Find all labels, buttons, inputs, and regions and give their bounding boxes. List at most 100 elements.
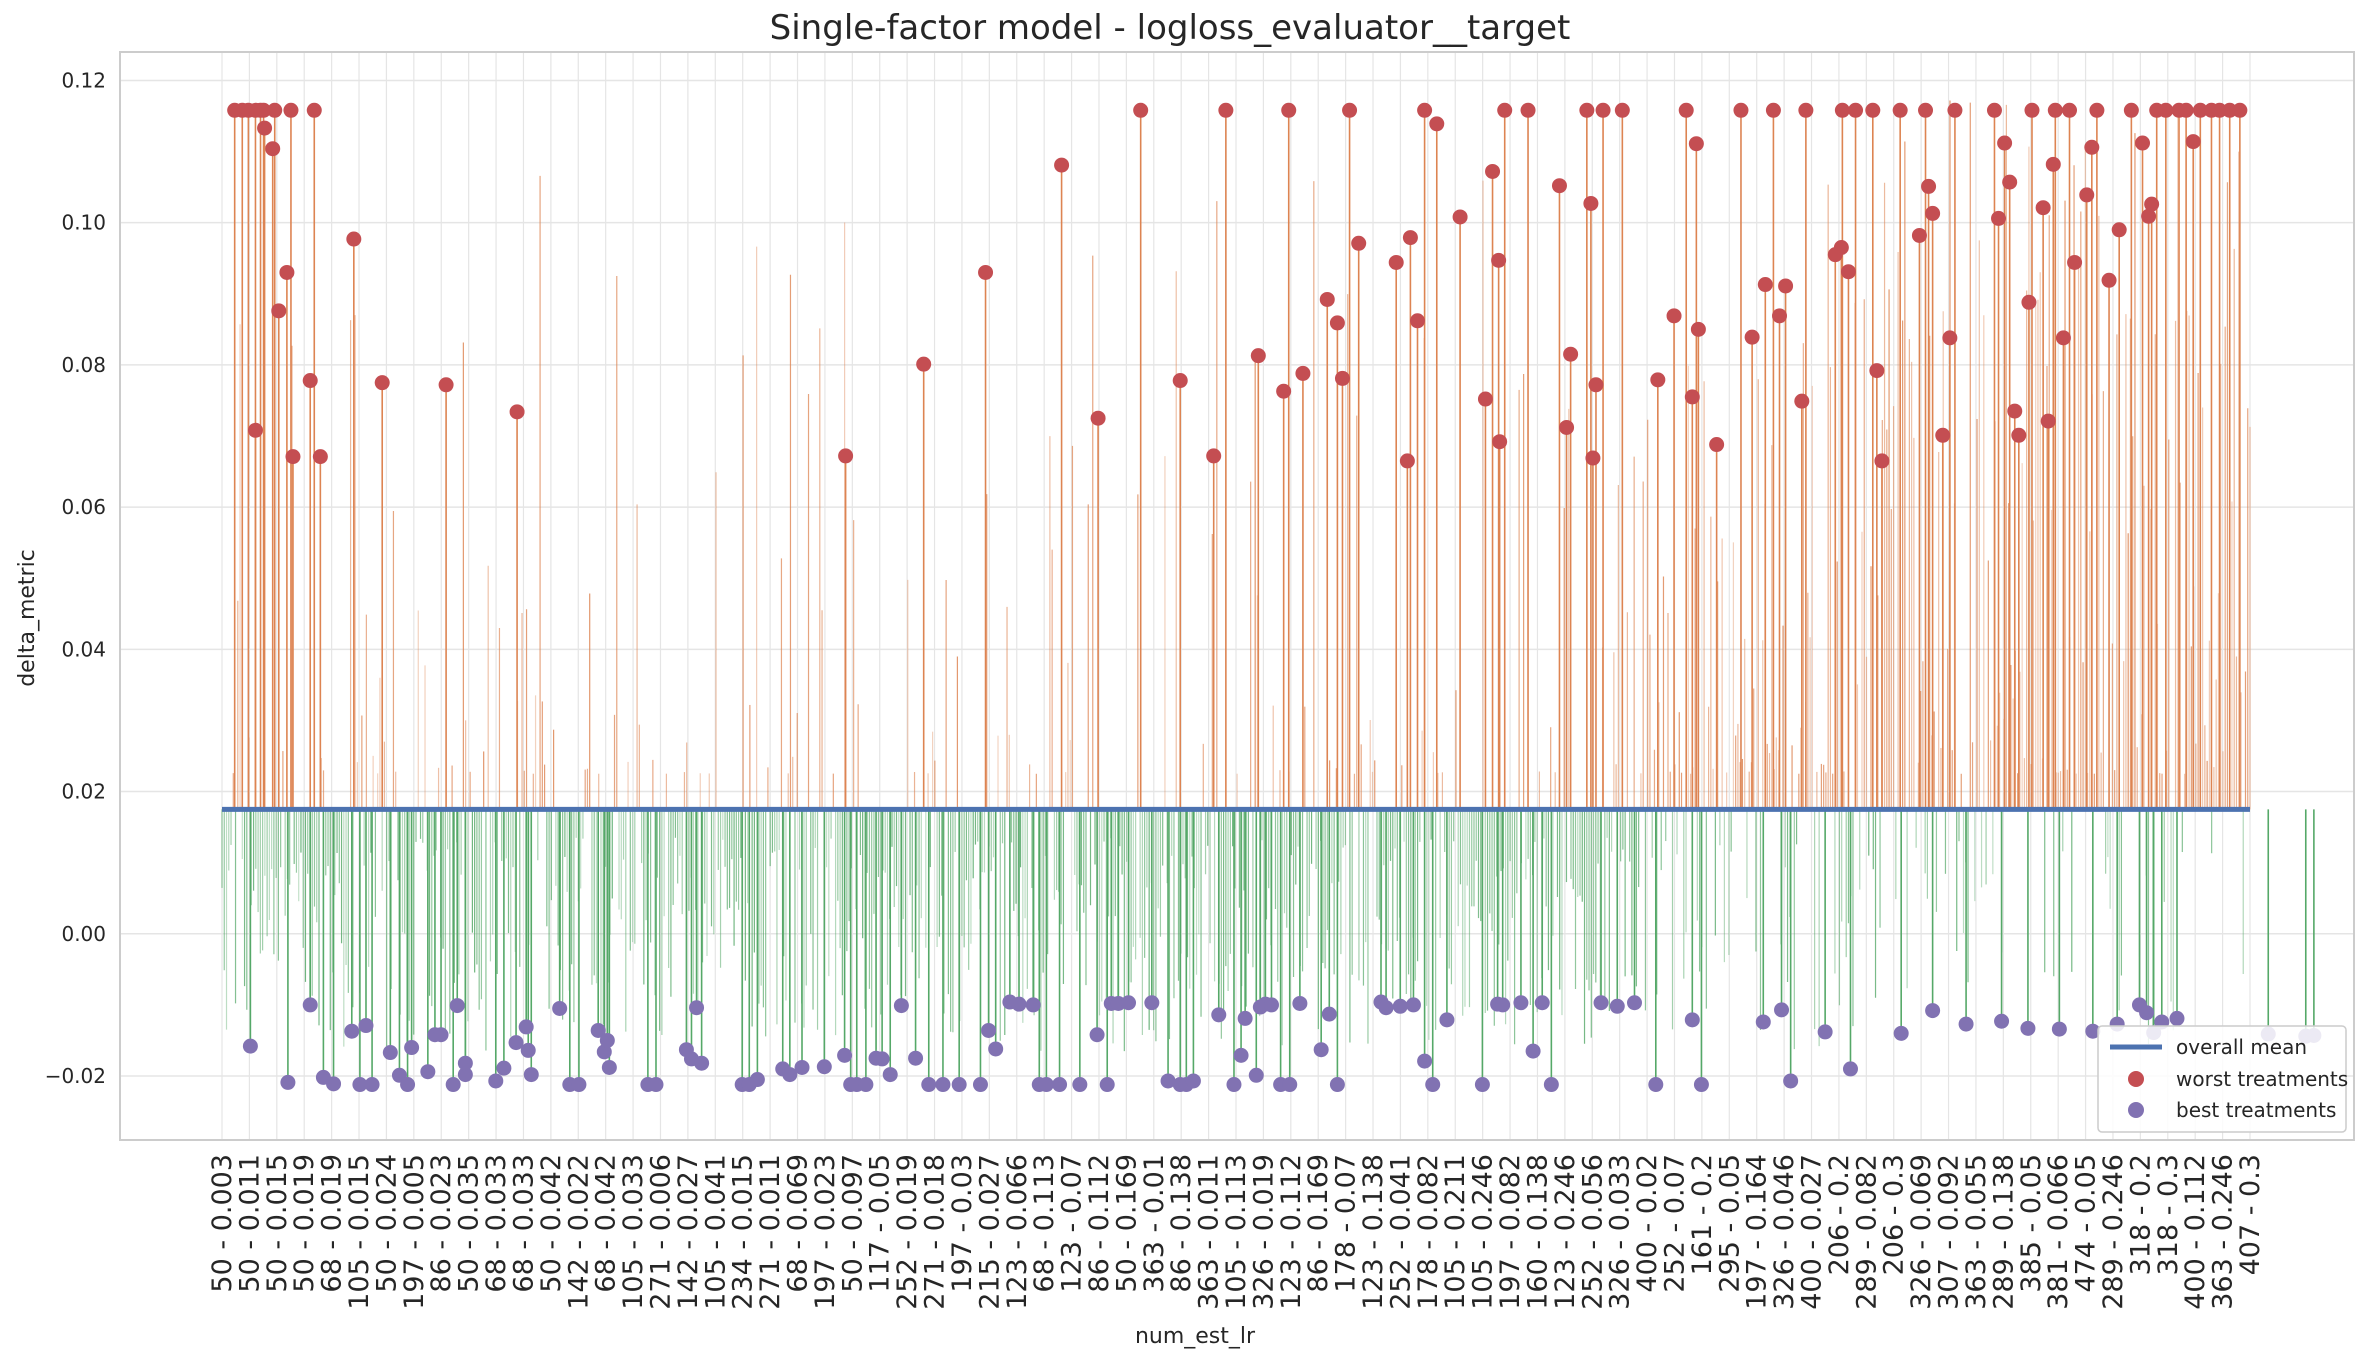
best-treatment-point (1052, 1077, 1068, 1093)
worst-treatment-point (1684, 389, 1700, 405)
worst-treatment-point (1772, 308, 1788, 324)
best-treatment-point (508, 1035, 524, 1051)
treatment-stems (221, 100, 2315, 1085)
worst-treatment-point (1477, 391, 1493, 407)
worst-treatment-point (302, 373, 318, 389)
worst-treatment-point (1281, 102, 1297, 118)
worst-treatment-point (2045, 156, 2061, 172)
best-treatment-point (1609, 998, 1625, 1014)
best-treatment-point (1893, 1025, 1909, 1041)
x-tick-label: 105 - 0.041 (700, 1154, 731, 1310)
best-treatment-point (552, 1000, 568, 1016)
best-treatment-point (2169, 1010, 2185, 1026)
x-tick-label: 252 - 0.07 (1659, 1154, 1690, 1293)
worst-treatment-point (2007, 403, 2023, 419)
worst-treatment-point (1054, 157, 1070, 173)
worst-treatment-point (1250, 348, 1266, 364)
best-treatment-point (837, 1047, 853, 1063)
worst-treatment-point (1848, 102, 1864, 118)
worst-treatment-point (1402, 230, 1418, 246)
worst-treatment-point (1520, 102, 1536, 118)
worst-treatment-point (1733, 102, 1749, 118)
x-tick-label: 197 - 0.005 (399, 1154, 430, 1310)
x-tick-label: 363 - 0.246 (2208, 1154, 2239, 1310)
worst-treatment-point (1410, 313, 1426, 329)
worst-treatment-point (2021, 294, 2037, 310)
x-tick-label: 252 - 0.056 (1577, 1154, 1608, 1310)
worst-treatment-point (1497, 102, 1513, 118)
worst-treatment-point (257, 120, 273, 136)
worst-treatment-point (1688, 136, 1704, 152)
worst-treatment-point (2040, 413, 2056, 429)
worst-treatment-point (1765, 102, 1781, 118)
x-tick-label: 50 - 0.003 (207, 1154, 238, 1293)
x-tick-label: 400 - 0.112 (2180, 1154, 2211, 1310)
worst-treatment-point (1991, 210, 2007, 226)
best-treatment-point (358, 1018, 374, 1034)
worst-treatment-point (267, 102, 283, 118)
worst-treatment-point (1947, 102, 1963, 118)
best-treatment-point (1392, 998, 1408, 1014)
x-tick-label: 271 - 0.011 (755, 1154, 786, 1310)
worst-treatment-point (1563, 346, 1579, 362)
worst-treatment-point (1840, 264, 1856, 280)
best-treatment-point (364, 1077, 380, 1093)
best-treatment-point (1292, 995, 1308, 1011)
legend-label-best-treatments: best treatments (2176, 1098, 2336, 1122)
x-tick-label: 123 - 0.066 (1002, 1154, 1033, 1310)
worst-treatment-point (2035, 200, 2051, 216)
worst-treatment-point (1388, 254, 1404, 270)
best-treatment-point (352, 1077, 368, 1093)
worst-treatment-point (2084, 139, 2100, 155)
x-tick-label: 86 - 0.138 (1166, 1154, 1197, 1293)
worst-treatment-point (1678, 102, 1694, 118)
worst-treatment-point (2101, 272, 2117, 288)
best-treatment-point (601, 1059, 617, 1075)
best-treatment-point (1329, 1077, 1345, 1093)
best-treatment-point (782, 1067, 798, 1083)
best-treatment-point (1378, 1000, 1394, 1016)
x-tick-label: 105 - 0.033 (618, 1154, 649, 1310)
worst-treatment-point (2158, 102, 2174, 118)
x-tick-label: 105 - 0.015 (344, 1154, 375, 1310)
worst-treatment-point (2144, 196, 2160, 212)
x-tick-label: 234 - 0.015 (728, 1154, 759, 1310)
worst-treatment-point (1911, 227, 1927, 243)
best-treatment-point (1495, 997, 1511, 1013)
best-treatment-point (816, 1059, 832, 1075)
best-treatment-point (972, 1077, 988, 1093)
best-treatment-point (1774, 1002, 1790, 1018)
best-treatment-point (1925, 1003, 1941, 1019)
worst-treatment-point (1559, 419, 1575, 435)
x-tick-label: 252 - 0.019 (892, 1154, 923, 1310)
worst-treatment-point (2079, 187, 2095, 203)
best-treatment-point (596, 1044, 612, 1060)
worst-treatment-point (2067, 254, 2083, 270)
best-treatment-point (1185, 1073, 1201, 1089)
x-tick-label: 289 - 0.082 (1851, 1154, 1882, 1310)
x-tick-label: 50 - 0.011 (234, 1154, 265, 1293)
best-treatment-point (400, 1077, 416, 1093)
worst-treatment-point (1690, 321, 1706, 337)
best-treatment-point (571, 1077, 587, 1093)
worst-treatment-point (2089, 102, 2105, 118)
worst-treatment-point (1834, 102, 1850, 118)
legend-label-worst-treatments: worst treatments (2176, 1067, 2348, 1091)
x-tick-label: 400 - 0.027 (1797, 1154, 1828, 1310)
worst-treatment-point (1614, 102, 1630, 118)
worst-treatment-point (312, 449, 328, 465)
best-treatment-point (1121, 995, 1137, 1011)
best-treatment-point (1405, 997, 1421, 1013)
worst-treatment-point (916, 356, 932, 372)
x-tick-label: 307 - 0.092 (1934, 1154, 1965, 1310)
best-treatment-point (1755, 1014, 1771, 1030)
x-tick-label: 206 - 0.2 (1824, 1154, 1855, 1275)
best-treatment-point (449, 998, 465, 1014)
x-tick-label: 178 - 0.082 (1413, 1154, 1444, 1310)
best-treatment-point (382, 1045, 398, 1061)
x-tick-label: 105 - 0.113 (1221, 1154, 1252, 1310)
best-treatment-point (1233, 1047, 1249, 1063)
worst-treatment-point (1874, 453, 1890, 469)
worst-treatment-point (1650, 372, 1666, 388)
worst-treatment-point (1921, 178, 1937, 194)
